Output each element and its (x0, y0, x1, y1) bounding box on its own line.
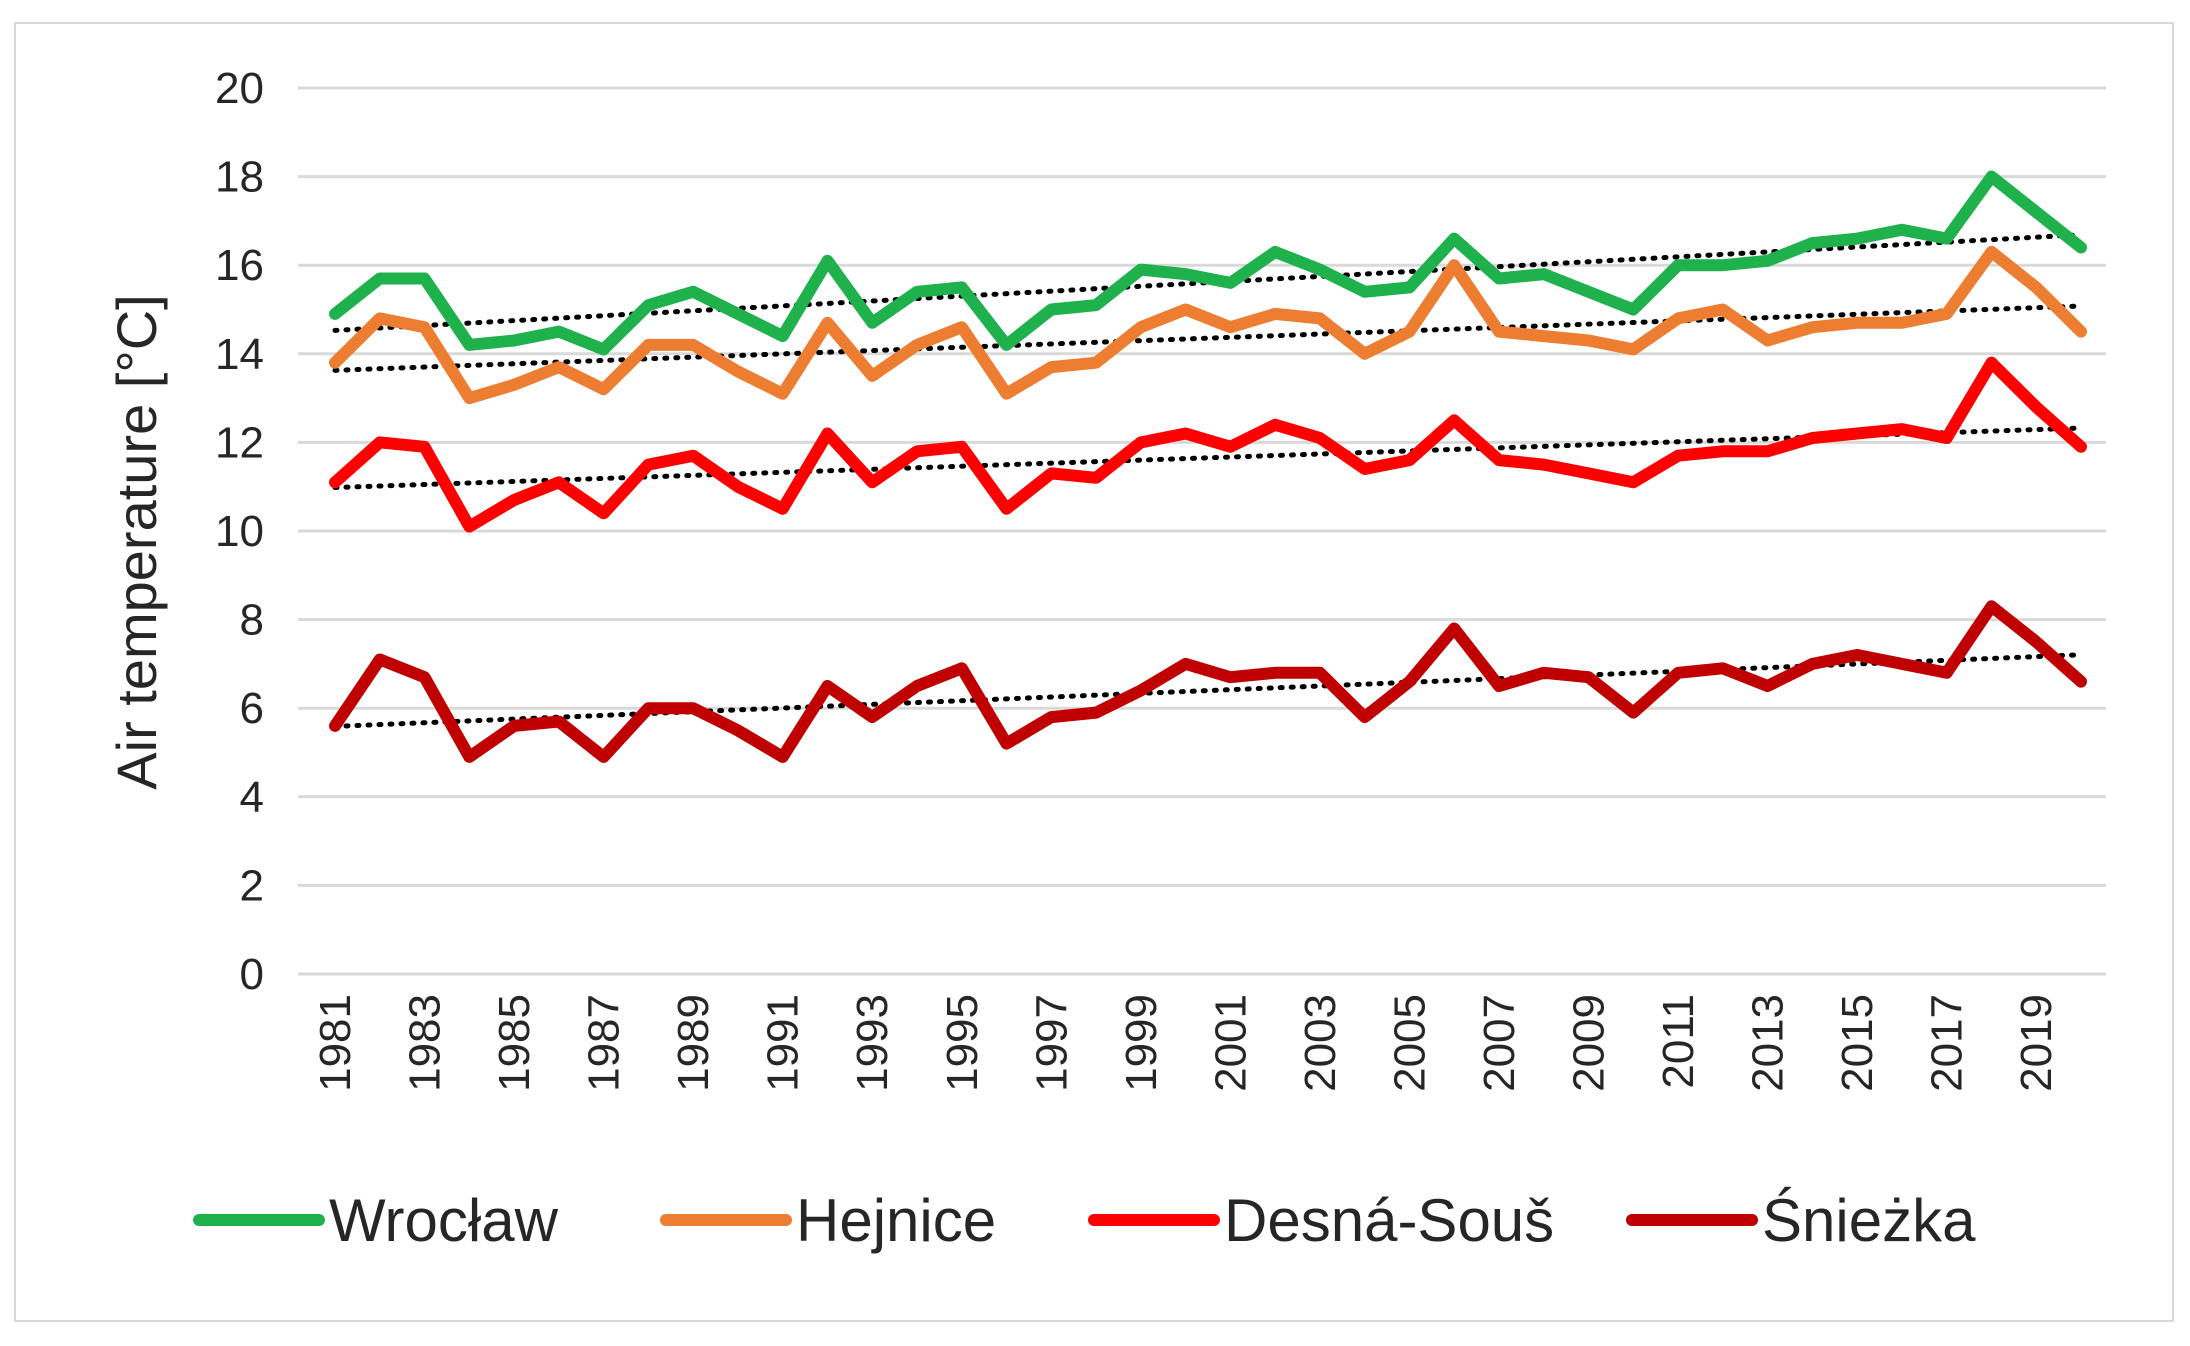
series-line (329, 600, 2087, 763)
x-tick-label: 2011 (1654, 994, 1703, 1089)
legend-label: Desná-Souš (1224, 1187, 1554, 1254)
x-tick-label: 2005 (1385, 994, 1434, 1092)
x-tick-label: 1999 (1117, 994, 1166, 1092)
x-tick-label: 2015 (1833, 994, 1882, 1092)
trendlines (332, 232, 2084, 729)
y-tick-label: 10 (215, 507, 264, 556)
series-line (329, 170, 2087, 356)
series-line (329, 356, 2087, 533)
series-line (329, 245, 2087, 405)
trendline (332, 303, 2084, 373)
y-tick-label: 8 (240, 596, 264, 645)
y-tick-label: 20 (215, 64, 264, 113)
x-tick-label: 1997 (1027, 994, 1076, 1092)
trendline (332, 652, 2084, 729)
x-tick-label: 1991 (759, 994, 808, 1092)
x-tick-label: 1989 (669, 994, 718, 1092)
legend-label: Hejnice (796, 1187, 996, 1254)
y-tick-label: 0 (240, 950, 264, 999)
x-tick-label: 2001 (1206, 994, 1255, 1092)
legend: Wrocław Hejnice Desná-Souš Śnieżka (193, 1187, 1976, 1254)
x-tick-label: 1993 (848, 994, 897, 1092)
chart-frame: 0 2 4 6 8 10 12 14 16 18 20 1981 1983 1985 1987 1989 19… (14, 22, 2174, 1322)
x-tick-label: 2007 (1475, 994, 1524, 1092)
y-tick-label: 18 (215, 153, 264, 202)
x-tick-label: 2013 (1744, 994, 1793, 1092)
legend-label: Śnieżka (1762, 1187, 1976, 1254)
y-tick-label: 6 (240, 684, 264, 733)
y-tick-label: 2 (240, 861, 264, 910)
x-tick-label: 2017 (1923, 994, 1972, 1092)
x-tick-label: 1983 (401, 994, 450, 1092)
legend-label: Wrocław (329, 1187, 559, 1254)
x-tick-label: 2003 (1296, 994, 1345, 1092)
x-tick-label: 2009 (1565, 994, 1614, 1092)
y-tick-label: 16 (215, 241, 264, 290)
x-tick-label: 1987 (580, 994, 629, 1092)
x-tick-label: 1985 (490, 994, 539, 1092)
y-tick-label: 12 (215, 418, 264, 467)
x-axis-ticks: 1981 1983 1985 1987 1989 1991 1993 1995 1997 1999… (311, 994, 2061, 1092)
series-lines (329, 170, 2087, 763)
y-tick-label: 14 (215, 330, 264, 379)
y-axis-ticks: 0 2 4 6 8 10 12 14 16 18 20 (215, 64, 264, 999)
x-tick-label: 2019 (2012, 994, 2061, 1092)
y-axis-label: Air temperature [°C] (105, 294, 168, 789)
x-tick-label: 1981 (311, 994, 360, 1092)
gridlines (298, 86, 2106, 976)
trendline (332, 425, 2084, 491)
x-tick-label: 1995 (938, 994, 987, 1092)
y-tick-label: 4 (240, 773, 264, 822)
